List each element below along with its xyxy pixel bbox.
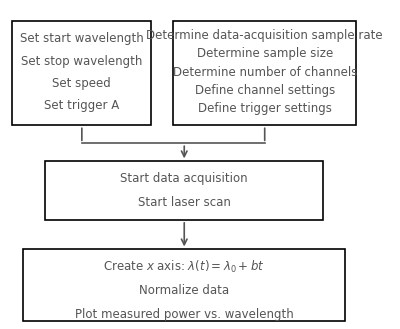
Text: Normalize data: Normalize data <box>139 284 229 297</box>
Text: Define channel settings: Define channel settings <box>194 84 335 97</box>
Text: Set trigger A: Set trigger A <box>44 99 120 112</box>
Text: Create $x$ axis: $\lambda(t)=\lambda_0+bt$: Create $x$ axis: $\lambda(t)=\lambda_0+b… <box>104 259 265 275</box>
Text: Set stop wavelength: Set stop wavelength <box>21 55 142 67</box>
Text: Determine data-acquisition sample rate: Determine data-acquisition sample rate <box>146 29 383 42</box>
Text: Start data acquisition: Start data acquisition <box>120 172 248 185</box>
Text: Set speed: Set speed <box>52 77 111 90</box>
FancyBboxPatch shape <box>173 21 356 125</box>
FancyBboxPatch shape <box>12 21 151 125</box>
Text: Determine number of channels: Determine number of channels <box>172 66 357 79</box>
Text: Set start wavelength: Set start wavelength <box>20 32 144 45</box>
Text: Start laser scan: Start laser scan <box>138 196 231 209</box>
FancyBboxPatch shape <box>23 249 345 321</box>
Text: Determine sample size: Determine sample size <box>196 47 333 61</box>
FancyBboxPatch shape <box>45 161 323 220</box>
Text: Define trigger settings: Define trigger settings <box>198 102 332 115</box>
Text: Plot measured power vs. wavelength: Plot measured power vs. wavelength <box>75 308 294 321</box>
